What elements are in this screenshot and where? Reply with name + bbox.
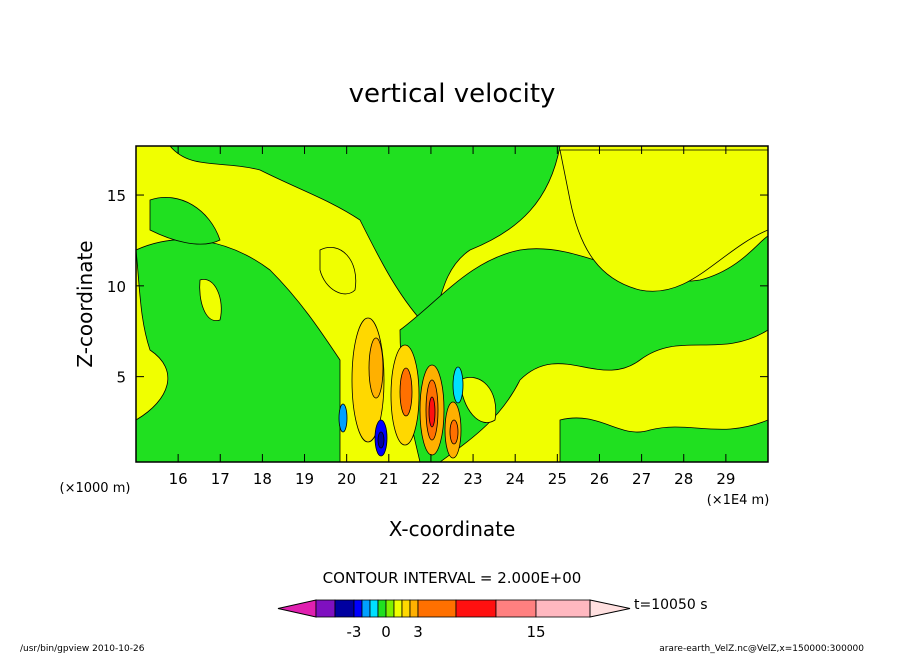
x-tick-label: 26 [590,470,609,488]
colorbar-tick-label: -3 [347,623,362,641]
chart-title: vertical velocity [349,79,556,109]
y-tick-label: 15 [107,187,126,205]
colorbar-box [334,599,355,618]
colorbar-box [377,599,387,618]
colorbar-box [401,599,411,618]
colorbar-tick-label: 3 [413,623,423,641]
y-axis-label: Z-coordinate [73,240,97,367]
colorbar-tick-label: 0 [381,623,391,641]
x-tick-label: 28 [674,470,693,488]
footer-right: arare-earth_VelZ.nc@VelZ,x=150000:300000 [659,644,864,654]
y-tick-label: 10 [107,278,126,296]
x-axis-label: X-coordinate [389,517,516,541]
x-tick-label: 23 [464,470,483,488]
contour-interval: CONTOUR INTERVAL = 2.000E+00 [323,569,582,587]
x-tick-label: 27 [632,470,651,488]
colorbar-box [417,599,457,618]
footer-left: /usr/bin/gpview 2010-10-26 [20,644,145,654]
colorbar-box [315,599,336,618]
colorbar-box [409,599,419,618]
x-tick-label: 24 [506,470,525,488]
x-tick-label: 20 [337,470,356,488]
colorbar-box [495,599,537,618]
colorbar-arrow [277,599,317,618]
x-tick-label: 17 [211,470,230,488]
colorbar-tick-label: 15 [526,623,545,641]
plot-frame [135,145,769,463]
x-tick-label: 16 [169,470,188,488]
x-tick-label: 19 [295,470,314,488]
x-tick-label: 18 [253,470,272,488]
time-label: t=10050 s [634,597,708,613]
x-tick-label: 22 [421,470,440,488]
colorbar-box [361,599,371,618]
contour-field [136,146,768,462]
x-tick-label: 21 [379,470,398,488]
colorbar-arrow [589,599,631,618]
x-tick-label: 25 [548,470,567,488]
colorbar-box [535,599,591,618]
colorbar-box [385,599,395,618]
colorbar-box [393,599,403,618]
colorbar-box [455,599,497,618]
y-tick-label: 5 [116,369,126,387]
y-unit: (×1000 m) [60,481,131,496]
colorbar-box [369,599,379,618]
x-tick-label: 29 [716,470,735,488]
x-unit: (×1E4 m) [707,493,770,508]
colorbar-box [353,599,363,618]
